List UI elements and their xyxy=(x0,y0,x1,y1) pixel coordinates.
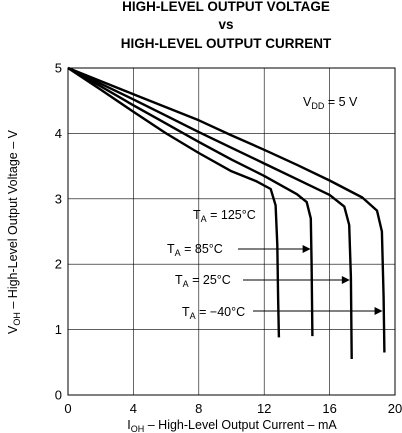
chart-title-line-1: HIGH-LEVEL OUTPUT VOLTAGE xyxy=(122,0,330,14)
series-arrow-head-3 xyxy=(374,307,383,315)
y-tick-label-2: 2 xyxy=(55,257,62,272)
supply-voltage-note: VDD = 5 V xyxy=(303,95,358,111)
chart-title-line-2: vs xyxy=(218,17,233,32)
series-arrow-head-1 xyxy=(302,245,311,253)
series-arrow-head-2 xyxy=(341,276,350,284)
y-tick-label-5: 5 xyxy=(55,61,62,76)
series-labels: TA = 125°C TA = 85°C TA = 25°C TA = −40°C xyxy=(167,208,383,321)
y-tick-label-3: 3 xyxy=(55,191,62,206)
x-tick-labels: 0 4 8 12 16 20 xyxy=(64,401,402,416)
chart-title-line-3: HIGH-LEVEL OUTPUT CURRENT xyxy=(121,36,332,51)
x-tick-label-3: 12 xyxy=(257,401,271,416)
x-tick-label-1: 4 xyxy=(130,401,137,416)
x-tick-label-4: 16 xyxy=(322,401,336,416)
y-tick-labels: 0 1 2 3 4 5 xyxy=(55,61,62,403)
series-curve-0 xyxy=(67,66,281,338)
series-label-2: TA = 25°C xyxy=(175,273,231,289)
y-tick-label-4: 4 xyxy=(55,126,62,141)
series-curve-3 xyxy=(67,66,386,353)
series-label-1: TA = 85°C xyxy=(167,242,223,258)
series-curves xyxy=(67,66,386,360)
series-label-3: TA = −40°C xyxy=(182,305,245,321)
series-curve-1 xyxy=(67,66,314,337)
y-tick-label-1: 1 xyxy=(55,322,62,337)
series-curve-2 xyxy=(67,66,353,360)
x-axis-label: IOH – High-Level Output Current – mA xyxy=(127,418,337,433)
plot-frame xyxy=(67,67,396,396)
x-tick-label-0: 0 xyxy=(64,401,71,416)
y-axis-label: VOH – High-Level Output Voltage – V xyxy=(6,129,22,334)
grid xyxy=(67,67,396,396)
x-tick-label-2: 8 xyxy=(195,401,202,416)
y-tick-label-0: 0 xyxy=(55,388,62,403)
series-label-0: TA = 125°C xyxy=(193,208,256,224)
x-tick-label-5: 20 xyxy=(388,401,402,416)
